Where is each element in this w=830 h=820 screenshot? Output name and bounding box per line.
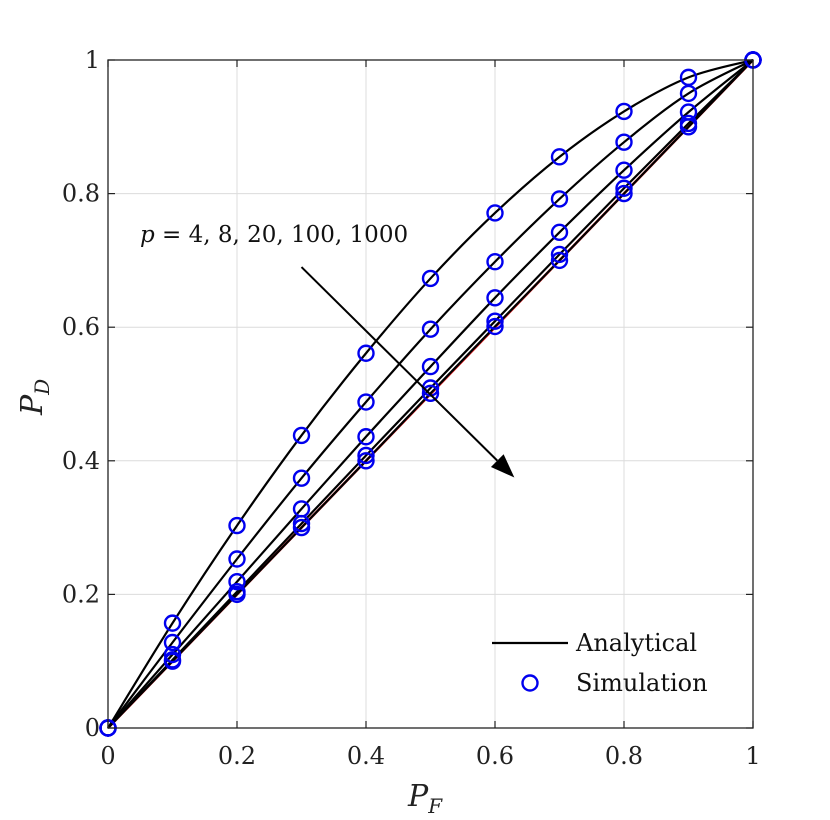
- legend-marker-swatch: [521, 674, 539, 692]
- simulation-marker: [357, 446, 375, 465]
- simulation-marker: [550, 190, 569, 208]
- plot-frame: [107, 59, 754, 729]
- x-tick-label: 0.6: [476, 742, 514, 770]
- simulation-marker: [163, 652, 182, 670]
- annotation-variable: p: [140, 222, 155, 248]
- simulation-marker: [421, 357, 440, 376]
- y-tick-label: 0: [85, 714, 100, 742]
- y-tick-label: 1: [85, 46, 100, 74]
- simulation-marker: [679, 118, 698, 136]
- y-tick-label: 0.6: [62, 313, 100, 341]
- annotation-values: = 4, 8, 20, 100, 1000: [155, 222, 408, 248]
- simulation-marker: [292, 518, 311, 537]
- x-tick-label: 0: [100, 742, 115, 770]
- annotation-text: p = 4, 8, 20, 100, 1000: [140, 222, 408, 248]
- simulation-marker: [615, 133, 633, 151]
- x-axis-title: PF: [407, 779, 443, 818]
- simulation-marker: [228, 550, 246, 568]
- simulation-marker: [550, 245, 569, 264]
- legend: Analytical Simulation: [492, 629, 708, 697]
- x-tick-label: 1: [745, 742, 760, 770]
- simulation-marker: [228, 585, 246, 604]
- simulation-marker: [679, 84, 698, 103]
- simulation-marker: [486, 317, 504, 336]
- simulation-marker: [357, 344, 375, 362]
- annotation-arrow-shaft: [300, 266, 498, 462]
- annotation-arrow-head: [490, 454, 515, 478]
- legend-label-simulation: Simulation: [576, 669, 708, 697]
- analytical-curve: [107, 59, 754, 729]
- simulation-marker: [421, 384, 440, 403]
- y-tick-label: 0.4: [62, 447, 100, 475]
- simulation-marker: [615, 184, 633, 203]
- simulation-marker: [550, 251, 569, 270]
- y-axis-title: PD: [15, 379, 54, 416]
- legend-label-analytical: Analytical: [575, 629, 697, 657]
- simulation-marker: [421, 269, 440, 288]
- simulation-marker: [228, 573, 246, 591]
- simulation-marker: [550, 223, 569, 242]
- simulation-marker: [615, 102, 633, 121]
- simulation-marker: [615, 161, 633, 179]
- y-tick-label: 0.2: [62, 580, 100, 608]
- simulation-marker: [486, 204, 504, 222]
- annotation-arrow: [300, 266, 515, 478]
- x-tick-label: 0.8: [605, 742, 643, 770]
- simulation-marker: [421, 320, 440, 338]
- x-tick-label: 0.2: [218, 742, 256, 770]
- simulation-marker: [486, 289, 504, 307]
- simulation-marker: [163, 633, 182, 652]
- simulation-marker: [292, 426, 311, 445]
- simulation-marker: [357, 452, 375, 470]
- simulation-marker: [163, 614, 182, 632]
- y-tick-label: 0.8: [62, 180, 100, 208]
- simulation-marker: [550, 148, 569, 166]
- analytical-curve: [107, 59, 754, 729]
- simulation-marker: [486, 312, 504, 330]
- x-tick-label: 0.4: [347, 742, 385, 770]
- simulation-marker: [163, 645, 182, 664]
- simulation-marker: [292, 469, 311, 487]
- axis-ticks: 0 0.2 0.4 0.6 0.8 1 0 0.2 0.4 0.6 0.8 1: [62, 46, 761, 770]
- analytical-curve: [107, 58, 754, 729]
- simulation-marker: [357, 393, 375, 411]
- simulation-marker: [228, 516, 246, 535]
- simulation-marker: [615, 179, 633, 197]
- simulation-marker: [357, 428, 375, 446]
- simulation-marker: [486, 253, 504, 271]
